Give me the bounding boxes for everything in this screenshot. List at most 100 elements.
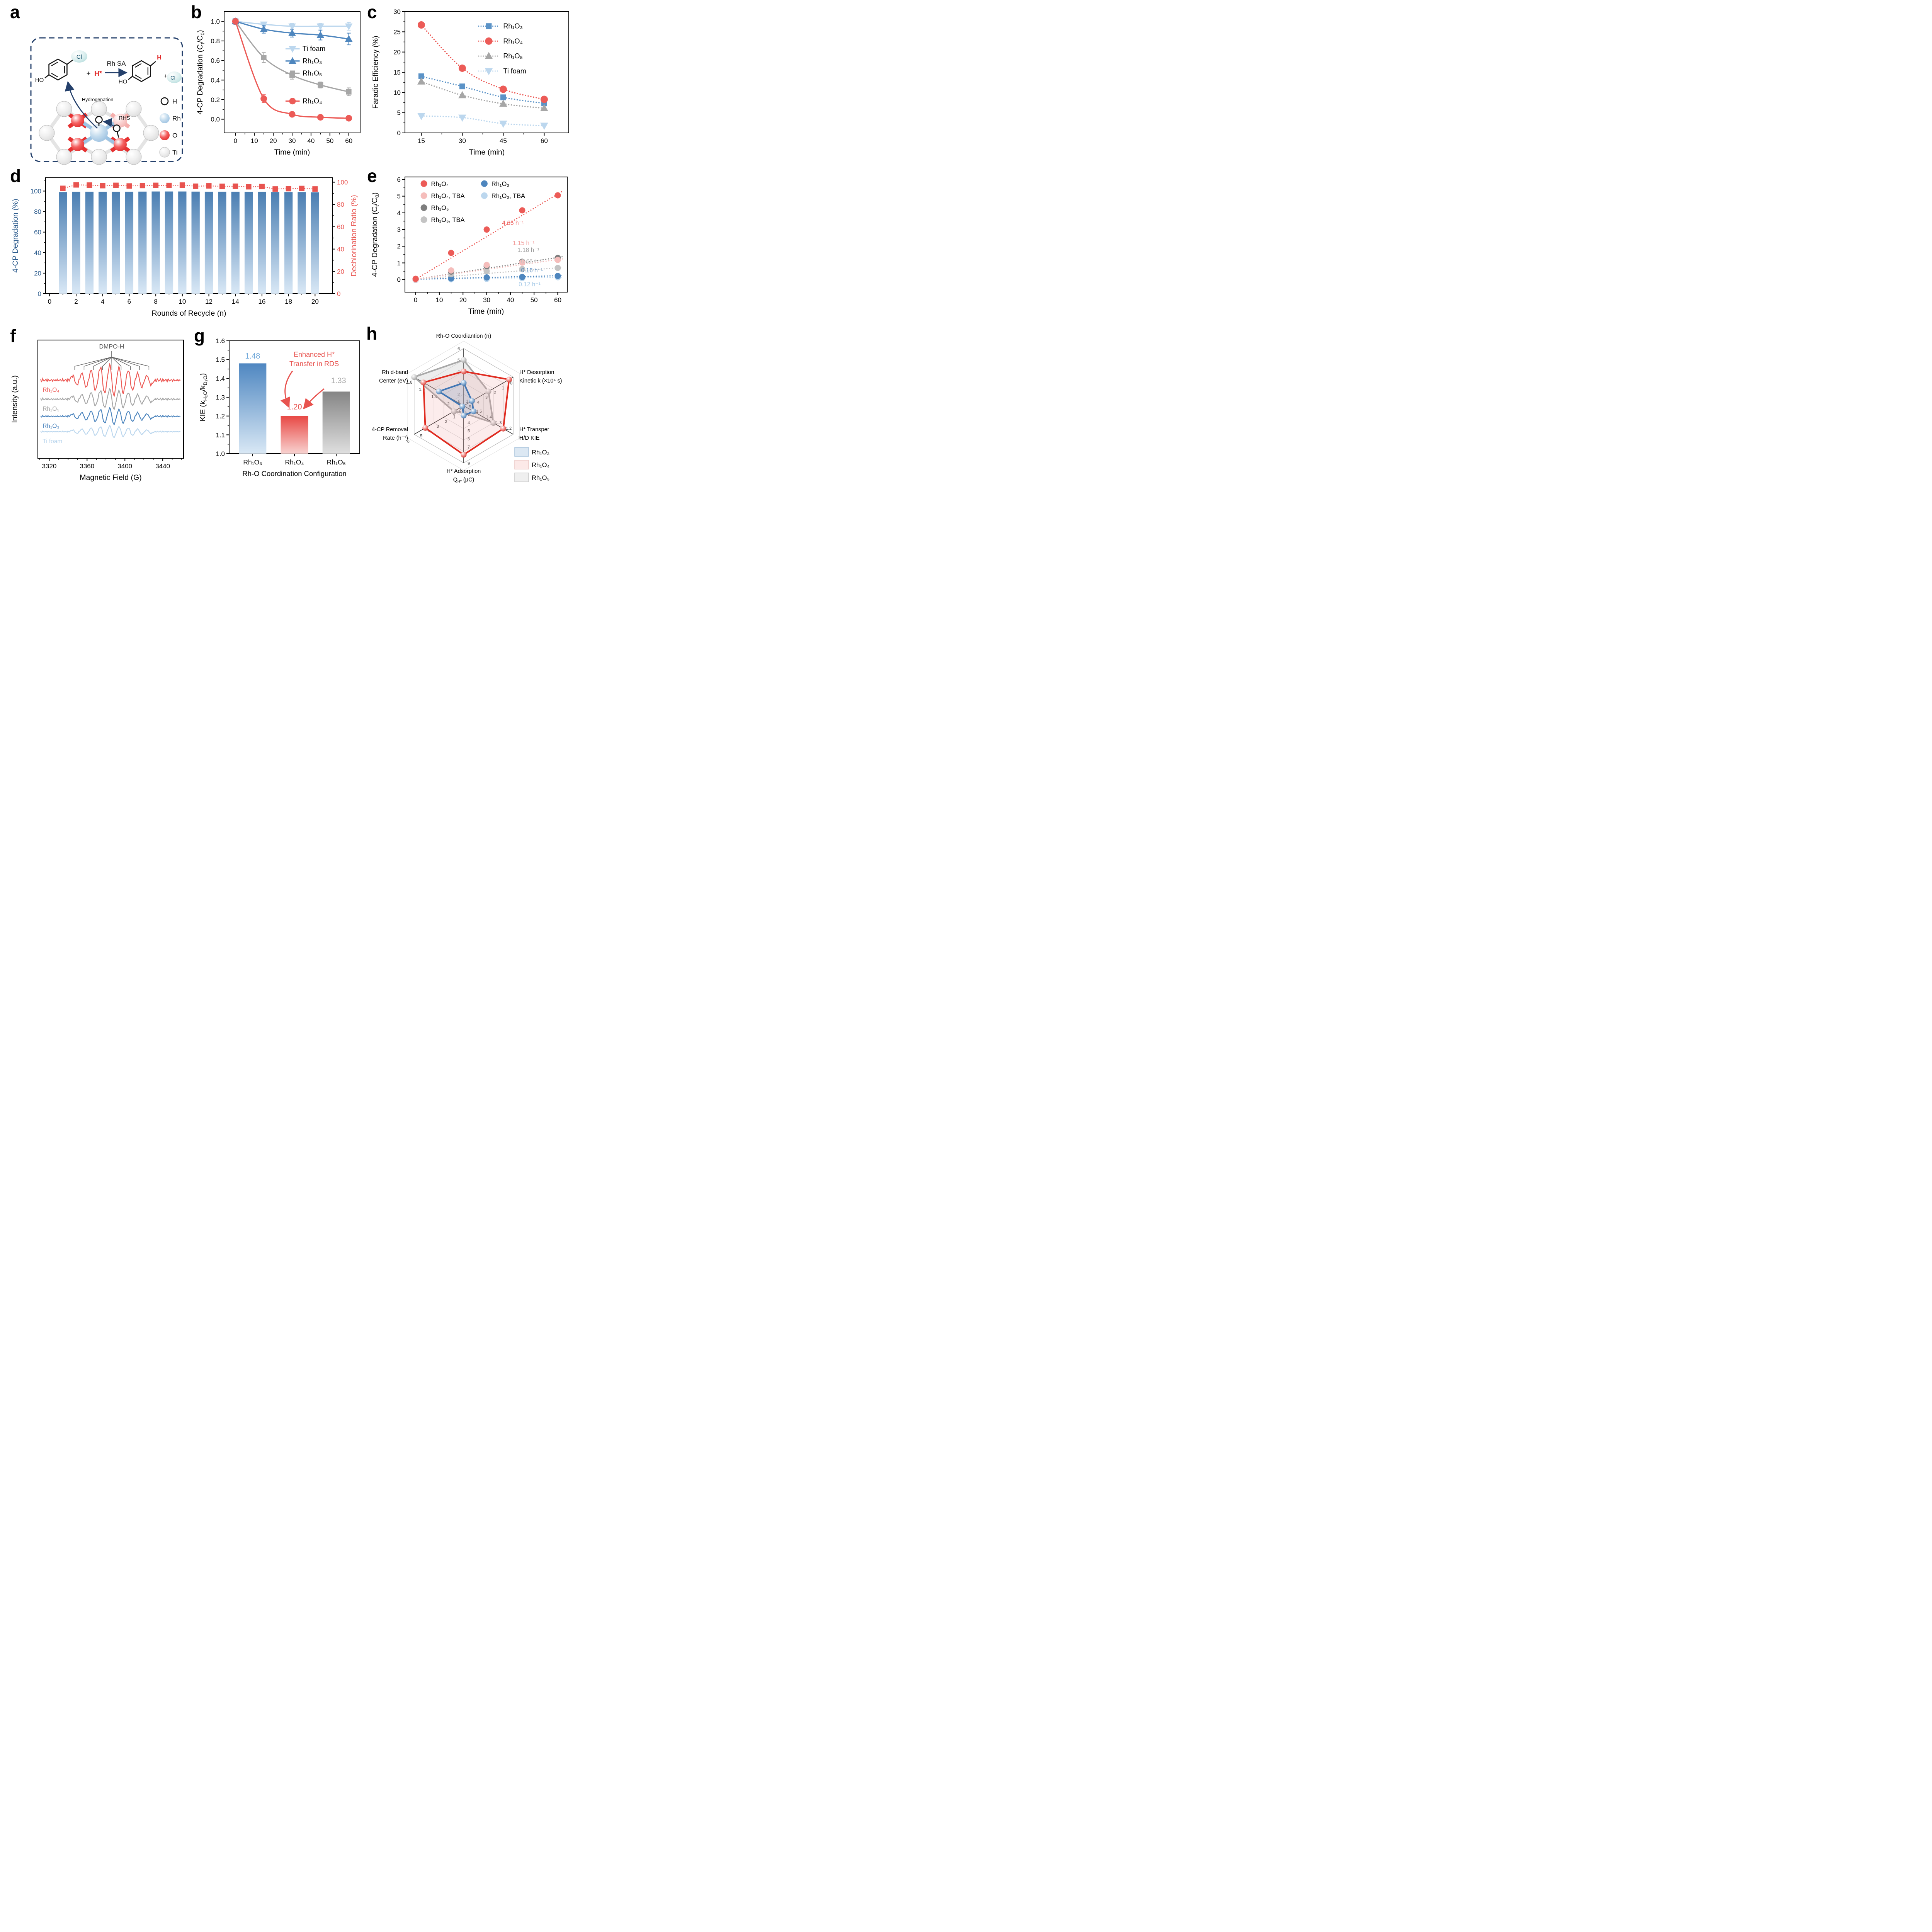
svg-text:RHS: RHS [119,115,130,121]
svg-text:1.0: 1.0 [211,18,220,25]
svg-text:1.0: 1.0 [216,450,225,457]
svg-text:H*: H* [94,70,102,77]
svg-text:Rh₁O₅: Rh₁O₅ [431,204,449,211]
svg-text:Rounds of Recycle (n): Rounds of Recycle (n) [152,309,226,318]
svg-text:5: 5 [397,109,401,117]
svg-text:0: 0 [510,381,512,386]
svg-text:20: 20 [459,296,467,304]
svg-text:0.6: 0.6 [211,57,220,65]
svg-text:1.2: 1.2 [216,413,225,420]
svg-text:0: 0 [38,290,41,298]
svg-text:4-CP Degradation (Ct/C0): 4-CP Degradation (Ct/C0) [196,30,205,115]
svg-text:Rh₁O₃: Rh₁O₃ [43,423,59,429]
svg-text:Rh₁O₃: Rh₁O₃ [532,449,549,456]
svg-text:4: 4 [397,209,401,217]
svg-text:9: 9 [468,461,470,466]
svg-text:0: 0 [397,129,401,137]
panel-f-letter: f [10,326,16,346]
svg-text:60: 60 [541,137,548,145]
svg-text:1.3: 1.3 [496,420,502,425]
svg-text:1.6: 1.6 [216,337,225,345]
svg-text:0: 0 [337,290,340,298]
svg-text:Rh₁O₄: Rh₁O₄ [43,387,59,393]
svg-text:H* Adsorption: H* Adsorption [447,468,481,474]
svg-text:O: O [172,132,177,139]
svg-text:5: 5 [397,193,401,200]
svg-text:1: 1 [466,399,468,404]
panel-a-scheme: Cl HO + H* Rh SA H HO + Cl⁻ RHS Hydrogenation H Rh O T… [5,4,190,166]
kinetics-chart: 0 10 20 30 40 50 60 0 1 2 3 4 5 6 Time (min) 4-CP Degra… [371,176,568,316]
svg-text:1: 1 [453,415,456,419]
svg-text:20: 20 [337,268,344,275]
svg-text:Rh₁O₃: Rh₁O₃ [243,458,262,466]
svg-text:Rh₁O₄: Rh₁O₄ [285,458,304,466]
svg-text:10: 10 [179,298,186,305]
svg-text:HO: HO [35,77,44,83]
svg-text:25: 25 [393,28,401,36]
svg-text:1.20: 1.20 [287,403,302,412]
svg-text:3: 3 [397,226,401,233]
svg-text:60: 60 [554,296,561,304]
svg-text:8: 8 [154,298,157,305]
svg-text:3: 3 [485,395,488,400]
svg-text:60: 60 [337,223,344,231]
svg-text:Time (min): Time (min) [468,307,504,316]
svg-text:6: 6 [458,399,460,404]
svg-text:0: 0 [48,298,51,305]
svg-text:Hydrogenation: Hydrogenation [82,97,113,102]
svg-text:1.5: 1.5 [476,409,482,414]
svg-text:1.15 h⁻¹: 1.15 h⁻¹ [513,240,534,247]
panel-g-letter: g [194,326,205,346]
svg-text:H: H [157,54,162,61]
panel-e-letter: e [367,166,377,186]
svg-text:16: 16 [258,298,265,305]
svg-text:1.48: 1.48 [245,352,260,361]
svg-text:0: 0 [397,276,401,284]
svg-text:0: 0 [414,296,417,304]
degradation-chart: 0 10 20 30 40 50 60 0.0 0.2 0.4 0.6 0.8 1.0 Time (min… [196,11,361,156]
svg-text:0.2: 0.2 [211,96,220,104]
svg-text:Rh₁O₅: Rh₁O₅ [303,70,322,77]
svg-text:3: 3 [437,424,439,429]
svg-text:Rh₁O₃: Rh₁O₃ [503,22,522,30]
svg-text:100: 100 [337,179,348,186]
svg-text:6: 6 [128,298,131,305]
svg-text:2: 2 [457,392,460,397]
svg-text:Rh₁O₃: Rh₁O₃ [303,57,322,65]
kie-chart: 1.0 1.1 1.2 1.3 1.4 1.5 1.6 Rh-O Coordination C… [199,337,360,478]
svg-text:80: 80 [337,201,344,208]
panel-c-chart: 15 30 45 60 0 5 10 15 20 25 30 Time (min) Faradic Ef… [368,5,575,169]
svg-text:2: 2 [74,298,78,305]
svg-text:Ti foam: Ti foam [43,438,62,445]
svg-text:2: 2 [397,243,401,250]
svg-text:Time (min): Time (min) [274,148,310,156]
panel-d-letter: d [10,166,21,186]
svg-text:Rate (h⁻¹): Rate (h⁻¹) [383,435,408,441]
svg-text:1.3: 1.3 [216,394,225,401]
svg-text:2: 2 [493,391,496,395]
svg-text:Rh d-band: Rh d-band [382,369,408,376]
svg-text:H: H [172,98,177,105]
svg-text:+: + [87,70,91,77]
svg-text:15: 15 [418,137,425,145]
panel-b-chart: 0 10 20 30 40 50 60 0.0 0.2 0.4 0.6 0.8 1.0 Time (min… [193,5,365,169]
svg-text:30: 30 [393,8,401,15]
svg-text:Time (min): Time (min) [469,148,505,156]
svg-text:20: 20 [34,270,41,277]
figure-page: a b c d e f g h Cl HO + H* Rh SA H HO + Cl⁻ RHS Hy… [0,0,577,492]
svg-text:14: 14 [232,298,239,305]
svg-text:Rh₁O₅: Rh₁O₅ [327,458,346,466]
svg-text:1.2: 1.2 [506,426,512,431]
svg-text:Intensity (a.u.): Intensity (a.u.) [10,375,19,423]
svg-text:Rh₁O₅: Rh₁O₅ [503,52,522,60]
svg-text:6: 6 [397,176,401,183]
svg-text:50: 50 [531,296,538,304]
svg-text:0.0: 0.0 [211,116,220,123]
svg-text:1: 1 [502,386,504,390]
svg-text:6: 6 [468,437,470,442]
svg-text:2: 2 [459,408,461,413]
svg-text:80: 80 [34,208,41,216]
svg-text:Rh₁O₄: Rh₁O₄ [303,97,322,105]
